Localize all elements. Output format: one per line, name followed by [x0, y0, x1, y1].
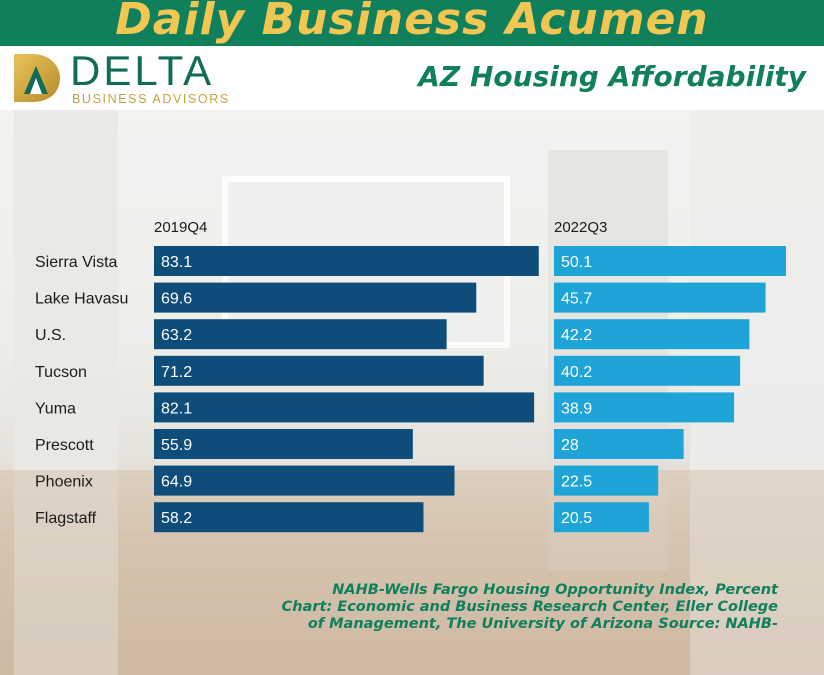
bar-2019q4 [154, 429, 413, 459]
bar-2022q3 [554, 282, 766, 313]
data-label: 83.1 [161, 254, 192, 271]
source-line-1: NAHB-Wells Fargo Housing Opportunity Ind… [332, 582, 778, 598]
series-header-2022q3: 2022Q3 [554, 219, 607, 236]
logo-wordmark: DELTA [70, 47, 215, 94]
data-label: 42.2 [561, 327, 592, 344]
bar-2022q3 [554, 465, 659, 496]
bar-2022q3 [554, 355, 741, 386]
bar-2022q3 [554, 502, 649, 533]
category-label: Lake Havasu [35, 291, 128, 308]
data-label: 40.2 [561, 364, 592, 381]
top-banner: Daily Business Acumen [0, 0, 824, 46]
bar-2019q4 [154, 465, 455, 496]
data-label: 63.2 [161, 327, 192, 344]
bar-2019q4 [154, 319, 447, 350]
source-line-2: Chart: Economic and Business Research Ce… [281, 599, 778, 615]
bar-2022q3 [554, 429, 684, 459]
category-label: Phoenix [35, 474, 93, 491]
source-note: NAHB-Wells Fargo Housing Opportunity Ind… [178, 582, 778, 633]
bar-2022q3 [554, 392, 735, 423]
source-line-3: of Management, The University of Arizona… [307, 616, 778, 632]
series-header-2019q4: 2019Q4 [154, 219, 207, 236]
header-strip: DELTA BUSINESS ADVISORS AZ Housing Affor… [0, 46, 824, 110]
category-label: Yuma [35, 400, 76, 417]
data-label: 64.9 [161, 474, 192, 491]
bar-2019q4 [154, 246, 539, 276]
bar-2019q4 [154, 282, 477, 313]
data-label: 28 [561, 437, 579, 454]
bar-2019q4 [154, 502, 424, 533]
bar-2022q3 [554, 246, 786, 276]
category-label: U.S. [35, 327, 66, 344]
data-label: 55.9 [161, 437, 192, 454]
category-label: Sierra Vista [35, 254, 118, 271]
category-label: Flagstaff [35, 510, 97, 527]
data-label: 69.6 [161, 291, 192, 308]
data-label: 45.7 [561, 291, 592, 308]
bar-2022q3 [554, 319, 750, 350]
category-label: Tucson [35, 364, 87, 381]
bar-2019q4 [154, 392, 535, 423]
data-label: 71.2 [161, 364, 192, 381]
data-label: 50.1 [561, 254, 592, 271]
data-label: 38.9 [561, 400, 592, 417]
category-label: Prescott [35, 437, 94, 454]
data-label: 58.2 [161, 510, 192, 527]
bar-2019q4 [154, 355, 484, 386]
delta-logo-icon [14, 54, 60, 102]
data-label: 82.1 [161, 400, 192, 417]
data-label: 22.5 [561, 474, 592, 491]
logo-subtext: BUSINESS ADVISORS [72, 92, 230, 106]
chart-subtitle: AZ Housing Affordability [418, 60, 806, 93]
banner-title: Daily Business Acumen [115, 0, 709, 45]
data-label: 20.5 [561, 510, 592, 527]
